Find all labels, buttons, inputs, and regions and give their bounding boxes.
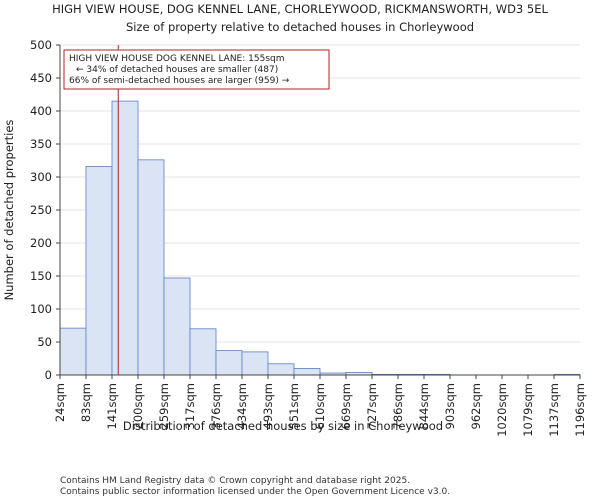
x-tick-label: 903sqm: [443, 383, 457, 429]
x-tick-label: 259sqm: [157, 383, 171, 429]
x-tick-label: 1137sqm: [547, 383, 561, 437]
y-tick-label: 150: [30, 269, 52, 283]
annotation-box: HIGH VIEW HOUSE DOG KENNEL LANE: 155sqm …: [63, 49, 330, 90]
chart-title: HIGH VIEW HOUSE, DOG KENNEL LANE, CHORLE…: [52, 2, 548, 16]
histogram-bar: [59, 327, 87, 376]
footer-line-2: Contains public sector information licen…: [60, 487, 450, 497]
y-tick-label: 100: [30, 302, 52, 316]
footer-line-1: Contains HM Land Registry data © Crown c…: [60, 476, 410, 486]
x-tick-label: 1020sqm: [495, 383, 509, 437]
histogram-bar: [215, 350, 243, 376]
x-tick-label: 844sqm: [417, 383, 431, 429]
y-axis: 0 50 100 150 200 250 300 350 400 450 500: [30, 38, 60, 382]
histogram-bar: [111, 100, 139, 376]
x-tick-label: 376sqm: [209, 383, 223, 429]
y-axis-label: Number of detached properties: [2, 120, 16, 301]
annotation-line-1: HIGH VIEW HOUSE DOG KENNEL LANE: 155sqm: [69, 54, 284, 64]
x-tick-label: 786sqm: [391, 383, 405, 429]
x-tick-label: 24sqm: [53, 383, 67, 422]
x-tick-label: 1079sqm: [521, 383, 535, 437]
y-tick-label: 450: [30, 71, 52, 85]
annotation-line-3: 66% of semi-detached houses are larger (…: [69, 76, 290, 86]
histogram-bar: [137, 159, 165, 376]
x-tick-label: 962sqm: [469, 383, 483, 429]
x-axis: 24sqm 83sqm 141sqm 200sqm 259sqm 317sqm 376sqm…: [53, 375, 587, 437]
x-tick-label: 1196sqm: [573, 383, 587, 437]
x-tick-label: 727sqm: [365, 383, 379, 429]
y-tick-label: 250: [30, 203, 52, 217]
x-tick-label: 669sqm: [339, 383, 353, 429]
x-tick-label: 317sqm: [183, 383, 197, 429]
annotation-line-2: ← 34% of detached houses are smaller (48…: [76, 65, 278, 75]
x-tick-label: 610sqm: [313, 383, 327, 429]
x-tick-label: 200sqm: [131, 383, 145, 429]
bars: [59, 100, 581, 376]
histogram-bar: [189, 328, 217, 376]
y-tick-label: 400: [30, 104, 52, 118]
histogram-bar: [85, 166, 113, 376]
x-tick-label: 551sqm: [287, 383, 301, 429]
histogram-bar: [241, 351, 269, 376]
chart-subtitle: Size of property relative to detached ho…: [126, 20, 474, 34]
histogram-bar: [293, 367, 321, 376]
x-tick-label: 434sqm: [235, 383, 249, 429]
x-axis-label: Distribution of detached houses by size …: [123, 419, 443, 433]
histogram-bar: [163, 277, 191, 376]
y-tick-label: 500: [30, 38, 52, 52]
x-tick-label: 83sqm: [79, 383, 93, 422]
histogram-bar: [267, 363, 295, 376]
y-tick-label: 0: [45, 368, 52, 382]
y-tick-label: 200: [30, 236, 52, 250]
x-tick-label: 493sqm: [261, 383, 275, 429]
y-tick-label: 50: [37, 335, 52, 349]
y-tick-label: 350: [30, 137, 52, 151]
y-tick-label: 300: [30, 170, 52, 184]
x-tick-label: 141sqm: [105, 383, 119, 429]
annotation-frame: [63, 49, 330, 90]
